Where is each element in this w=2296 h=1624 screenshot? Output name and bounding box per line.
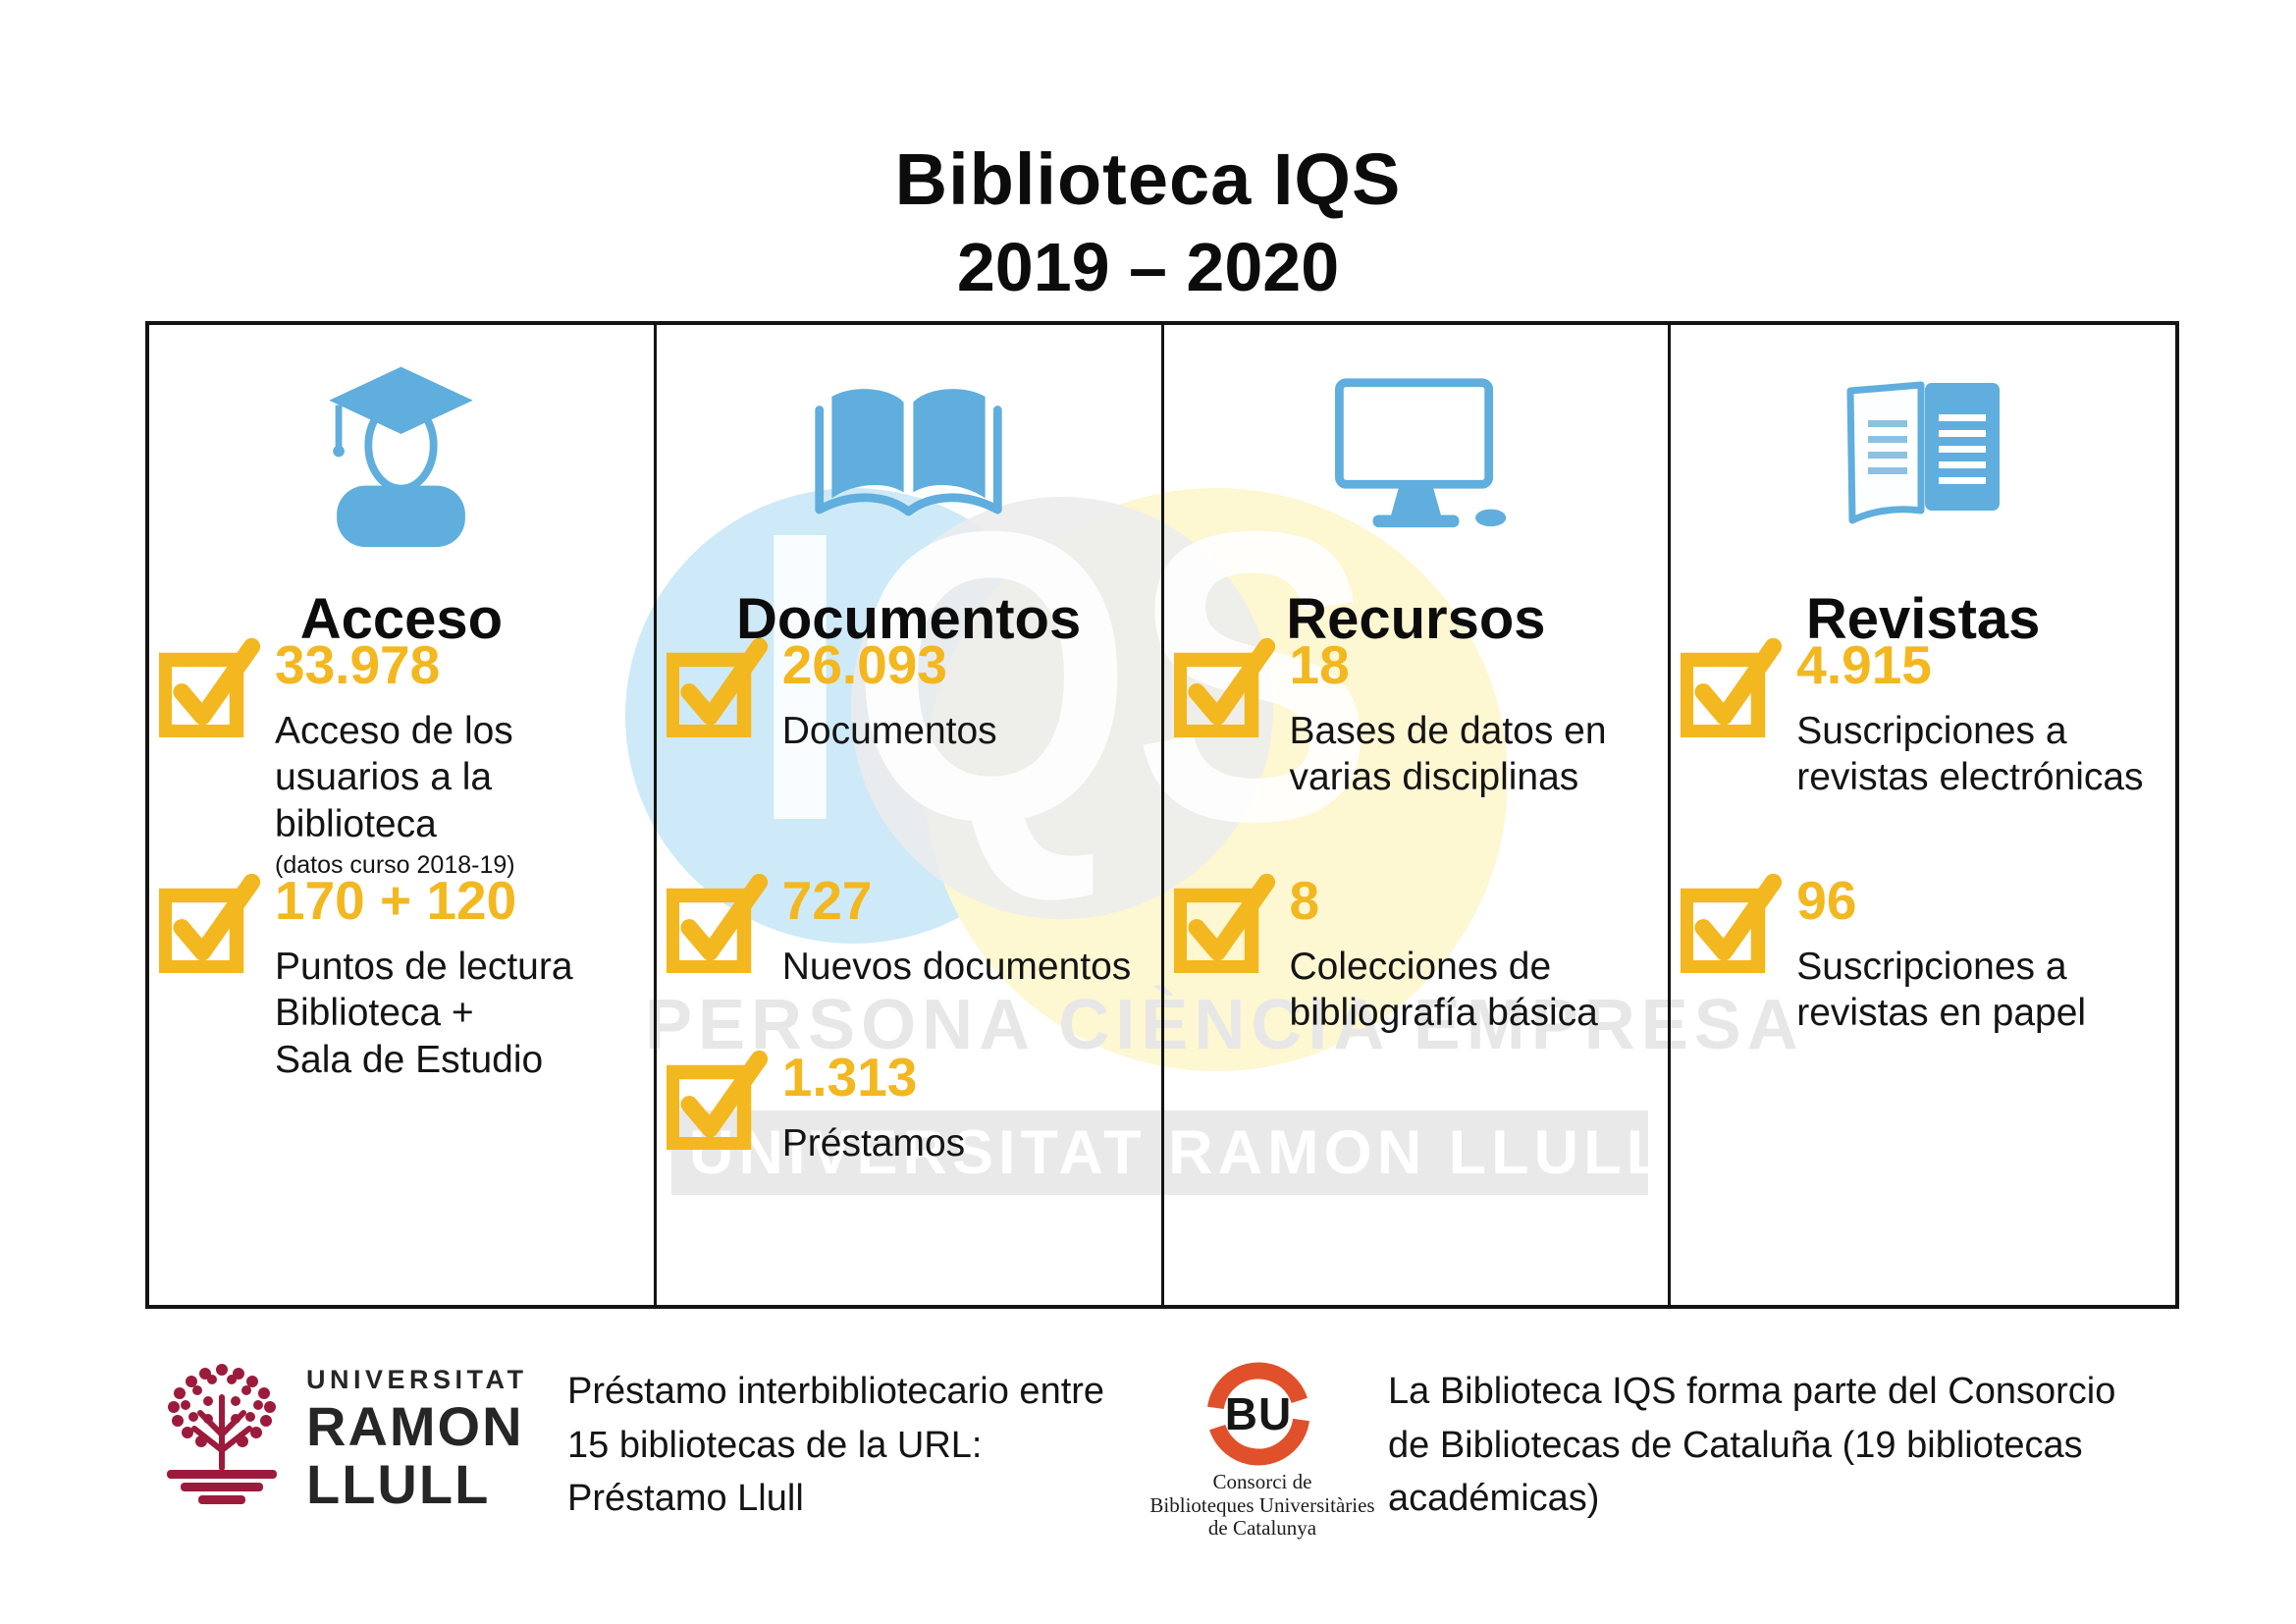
checkbox-icon [159,637,261,737]
stat-puntos-lectura: 170 + 120 Puntos de lectura Biblioteca +… [149,870,646,1084]
stat-bases-datos: 18 Bases de datos en varias disciplinas [1164,634,1661,801]
bu-consortium-logo [1206,1362,1310,1466]
stat-note: (datos curso 2018-19) [275,851,515,880]
checkbox-icon [666,637,768,737]
loan-text-line: 15 bibliotecas de la URL: [567,1424,983,1466]
stat-prestamos: 1.313 Préstamos [657,1047,1153,1167]
stat-desc-line: Bases de datos en [1289,709,1607,752]
stat-desc-line: Sala de Estudio [275,1038,544,1081]
consortium-text-line: La Biblioteca IQS forma parte del Consor… [1388,1371,2116,1412]
stat-value: 26.093 [781,634,947,695]
checkbox-icon [666,873,768,973]
checkbox-icon [159,873,261,973]
stat-colecciones: 8 Colecciones de bibliografía básica [1164,870,1661,1037]
stat-desc-line: Documentos [781,709,997,752]
stat-value: 33.978 [275,634,441,695]
watermark-band-text: UNIVERSITAT RAMON LLULL [689,1118,1670,1187]
column-revistas: Revistas 4.915 Suscripciones a revistas … [1668,325,2175,1305]
stat-nuevos-documentos: 727 Nuevos documentos [657,870,1153,991]
interlibrary-loan-text: Préstamo interbibliotecario entre 15 bib… [567,1365,1156,1526]
checkbox-icon [1681,637,1783,737]
stat-desc-line: Nuevos documentos [781,945,1132,988]
bu-caption: Consorci de Biblioteques Universitàries … [1145,1470,1380,1541]
column-recursos: Recursos 18 Bases de datos en varias dis… [1160,325,1669,1305]
stat-description: Suscripciones a revistas electrónicas [1796,708,2167,801]
bu-caption-line: de Catalunya [1207,1516,1317,1541]
stat-acceso-usuarios: 33.978 Acceso de los usuarios a la bibli… [149,634,646,880]
stat-desc-line: bibliografía básica [1289,992,1598,1035]
column-acceso: Acceso 33.978 Acceso de los usuarios a l… [149,325,654,1305]
ramon-llull-wordmark: UNIVERSITAT RAMON LLULL [306,1365,528,1515]
stat-documentos: 26.093 Documentos [657,634,1153,755]
open-book-icon [657,347,1161,558]
bu-caption-line: Consorci de [1212,1470,1312,1493]
computer-icon [1164,347,1669,558]
column-documentos: Documentos 26.093 Documentos 727 N [653,325,1161,1305]
consortium-text: La Biblioteca IQS forma parte del Consor… [1388,1365,2203,1526]
column-title-revistas: Revistas [1805,587,2041,651]
stat-desc-line: biblioteca [275,802,437,845]
loan-text-line: Préstamo interbibliotecario entre [567,1371,1105,1412]
watermark-iqs-letters: IQS [749,447,1375,907]
stat-description: Documentos [782,708,1153,755]
stat-description: Nuevos documentos [782,944,1153,991]
ramon-llull-tree-logo [167,1364,277,1504]
stat-desc-line: Acceso de los [275,709,513,752]
url-wordmark-ramon: RAMON [306,1395,524,1457]
loan-text-line: Préstamo Llull [567,1478,804,1520]
stat-revistas-electronicas: 4.915 Suscripciones a revistas electróni… [1671,634,2167,801]
url-wordmark-universitat: UNIVERSITAT [306,1365,528,1394]
stat-value: 4.915 [1796,634,1932,695]
graduate-icon [149,347,654,558]
stat-value: 96 [1796,870,1857,931]
column-title-documentos: Documentos [735,587,1082,651]
page-subtitle: 2019 – 2020 [956,229,1340,305]
stat-value: 727 [781,870,873,931]
stat-revistas-papel: 96 Suscripciones a revistas en papel [1671,870,2167,1037]
stat-desc-line: revistas electrónicas [1796,756,2144,799]
stat-value: 8 [1289,870,1320,931]
stat-desc-line: Suscripciones a [1796,945,2067,988]
checkbox-icon [1173,637,1275,737]
watermark-band: UNIVERSITAT RAMON LLULL [671,1110,1670,1195]
stats-table: IQS PERSONA CIÈNCIA EMPRESA UNIVERSITAT … [145,321,2179,1309]
stat-desc-line: Puntos de lectura [275,945,573,988]
stat-value: 18 [1289,634,1350,695]
stat-description: Colecciones de bibliografía básica [1290,944,1661,1037]
consortium-text-line: académicas) [1388,1478,1600,1520]
stat-desc-line: Colecciones de [1289,945,1552,988]
stat-desc-line: varias disciplinas [1289,756,1579,799]
stat-description: Suscripciones a revistas en papel [1796,944,2167,1037]
stat-description: Préstamos [782,1120,1153,1167]
stat-description: Acceso de los usuarios a la biblioteca [275,708,646,848]
bu-acronym: BU [1224,1388,1293,1439]
stat-desc-line: revistas en papel [1796,992,2087,1035]
stat-description: Bases de datos en varias disciplinas [1290,708,1661,801]
stat-value: 170 + 120 [275,870,517,931]
checkbox-icon [1681,873,1783,973]
consortium-text-line: de Bibliotecas de Cataluña (19 bibliotec… [1388,1424,2083,1466]
stat-desc-line: Biblioteca + [275,992,474,1035]
checkbox-icon [666,1050,768,1150]
magazine-icon [1671,347,2175,558]
bu-caption-line: Biblioteques Universitàries [1149,1492,1375,1517]
page-title: Biblioteca IQS [894,138,1402,220]
stat-desc-line: usuarios a la [275,756,493,799]
stat-desc-line: Suscripciones a [1796,709,2067,752]
watermark-tagline: PERSONA CIÈNCIA EMPRESA [645,986,1804,1064]
column-title-acceso: Acceso [299,587,504,651]
checkbox-icon [1173,873,1275,973]
stat-desc-line: Préstamos [781,1121,966,1164]
stat-value: 1.313 [781,1047,918,1108]
column-title-recursos: Recursos [1286,587,1546,651]
url-wordmark-llull: LLULL [306,1452,491,1515]
stat-description: Puntos de lectura Biblioteca + Sala de E… [275,944,646,1084]
